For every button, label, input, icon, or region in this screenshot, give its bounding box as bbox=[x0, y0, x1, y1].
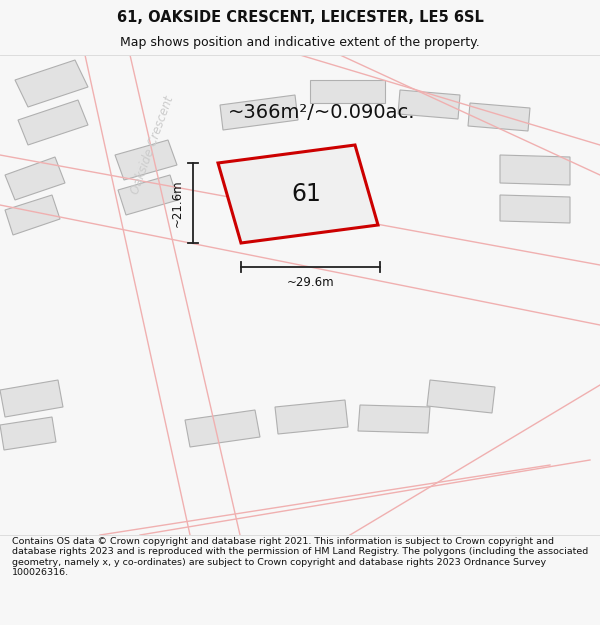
Text: Contains OS data © Crown copyright and database right 2021. This information is : Contains OS data © Crown copyright and d… bbox=[12, 537, 588, 577]
Polygon shape bbox=[398, 90, 460, 119]
Text: ~366m²/~0.090ac.: ~366m²/~0.090ac. bbox=[228, 104, 415, 122]
Polygon shape bbox=[15, 60, 88, 107]
Polygon shape bbox=[5, 195, 60, 235]
Polygon shape bbox=[358, 405, 430, 433]
Polygon shape bbox=[185, 410, 260, 447]
Polygon shape bbox=[500, 195, 570, 223]
Polygon shape bbox=[118, 175, 178, 215]
Polygon shape bbox=[0, 417, 56, 450]
Text: Oakside Crescent: Oakside Crescent bbox=[128, 94, 176, 196]
Polygon shape bbox=[0, 380, 63, 417]
Polygon shape bbox=[218, 145, 378, 243]
Polygon shape bbox=[18, 100, 88, 145]
Text: Map shows position and indicative extent of the property.: Map shows position and indicative extent… bbox=[120, 36, 480, 49]
Polygon shape bbox=[275, 400, 348, 434]
Polygon shape bbox=[427, 380, 495, 413]
Polygon shape bbox=[5, 157, 65, 200]
Polygon shape bbox=[220, 95, 298, 130]
Polygon shape bbox=[115, 140, 177, 180]
Polygon shape bbox=[310, 80, 385, 103]
Polygon shape bbox=[500, 155, 570, 185]
Polygon shape bbox=[468, 103, 530, 131]
Text: 61: 61 bbox=[291, 182, 321, 206]
Text: 61, OAKSIDE CRESCENT, LEICESTER, LE5 6SL: 61, OAKSIDE CRESCENT, LEICESTER, LE5 6SL bbox=[116, 10, 484, 25]
Text: ~21.6m: ~21.6m bbox=[170, 179, 184, 227]
Text: ~29.6m: ~29.6m bbox=[287, 276, 334, 289]
